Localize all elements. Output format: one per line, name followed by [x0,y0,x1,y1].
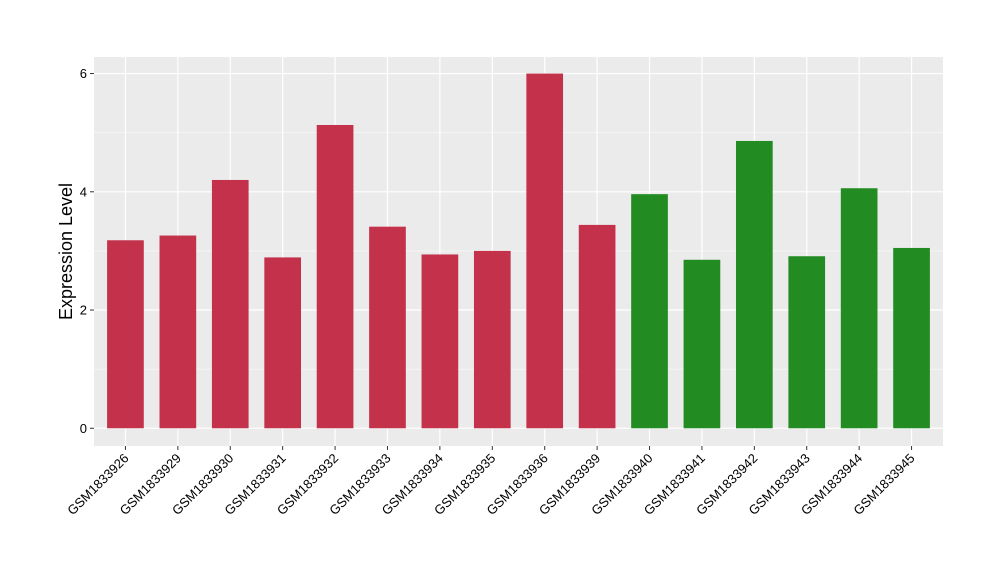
bar [683,259,721,429]
bar [526,73,564,429]
y-axis-title: Expression Level [56,183,76,320]
y-axis: 0 2 4 6 [80,66,94,436]
y-tick-label: 6 [80,66,87,81]
bar [631,194,668,429]
bar [578,224,616,429]
bar [840,188,878,429]
bar [159,235,197,429]
y-tick-label: 4 [80,184,87,199]
bar [735,140,773,429]
bar [473,250,511,429]
y-tick-label: 2 [80,303,87,318]
y-tick-label: 0 [80,421,87,436]
bar [369,226,406,429]
bar [107,240,144,429]
bar [788,256,826,429]
bar [211,179,249,429]
bar [316,124,354,429]
x-axis: GSM1833926GSM1833929GSM1833930GSM1833931… [64,446,918,518]
bar [421,254,459,429]
bar-series [107,73,930,429]
bar [264,257,302,429]
bar [893,247,930,429]
